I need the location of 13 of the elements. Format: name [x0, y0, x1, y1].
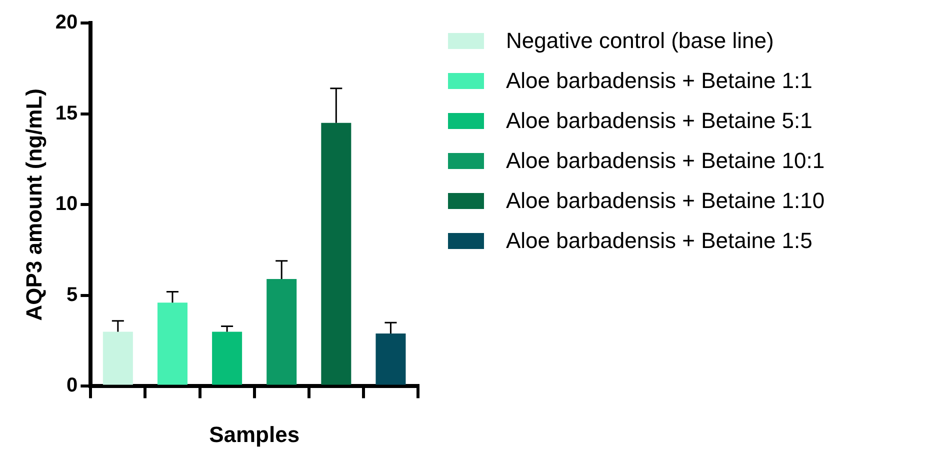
x-axis-title: Samples — [209, 422, 300, 447]
y-tick-label: 10 — [55, 193, 78, 216]
legend-label: Aloe barbadensis + Betaine 1:10 — [506, 188, 825, 214]
legend-label: Aloe barbadensis + Betaine 10:1 — [506, 148, 825, 174]
y-tick-label: 15 — [55, 102, 78, 124]
legend-label: Aloe barbadensis + Betaine 1:5 — [506, 228, 812, 254]
legend-label: Aloe barbadensis + Betaine 1:1 — [506, 68, 812, 94]
y-tick-label: 5 — [66, 284, 78, 306]
y-tick-label: 0 — [66, 374, 78, 397]
legend-label: Aloe barbadensis + Betaine 5:1 — [506, 108, 812, 134]
y-axis-title: AQP3 amount (ng/mL) — [21, 88, 46, 321]
legend-label: Negative control (base line) — [506, 28, 774, 54]
y-tick-label: 20 — [55, 12, 78, 34]
